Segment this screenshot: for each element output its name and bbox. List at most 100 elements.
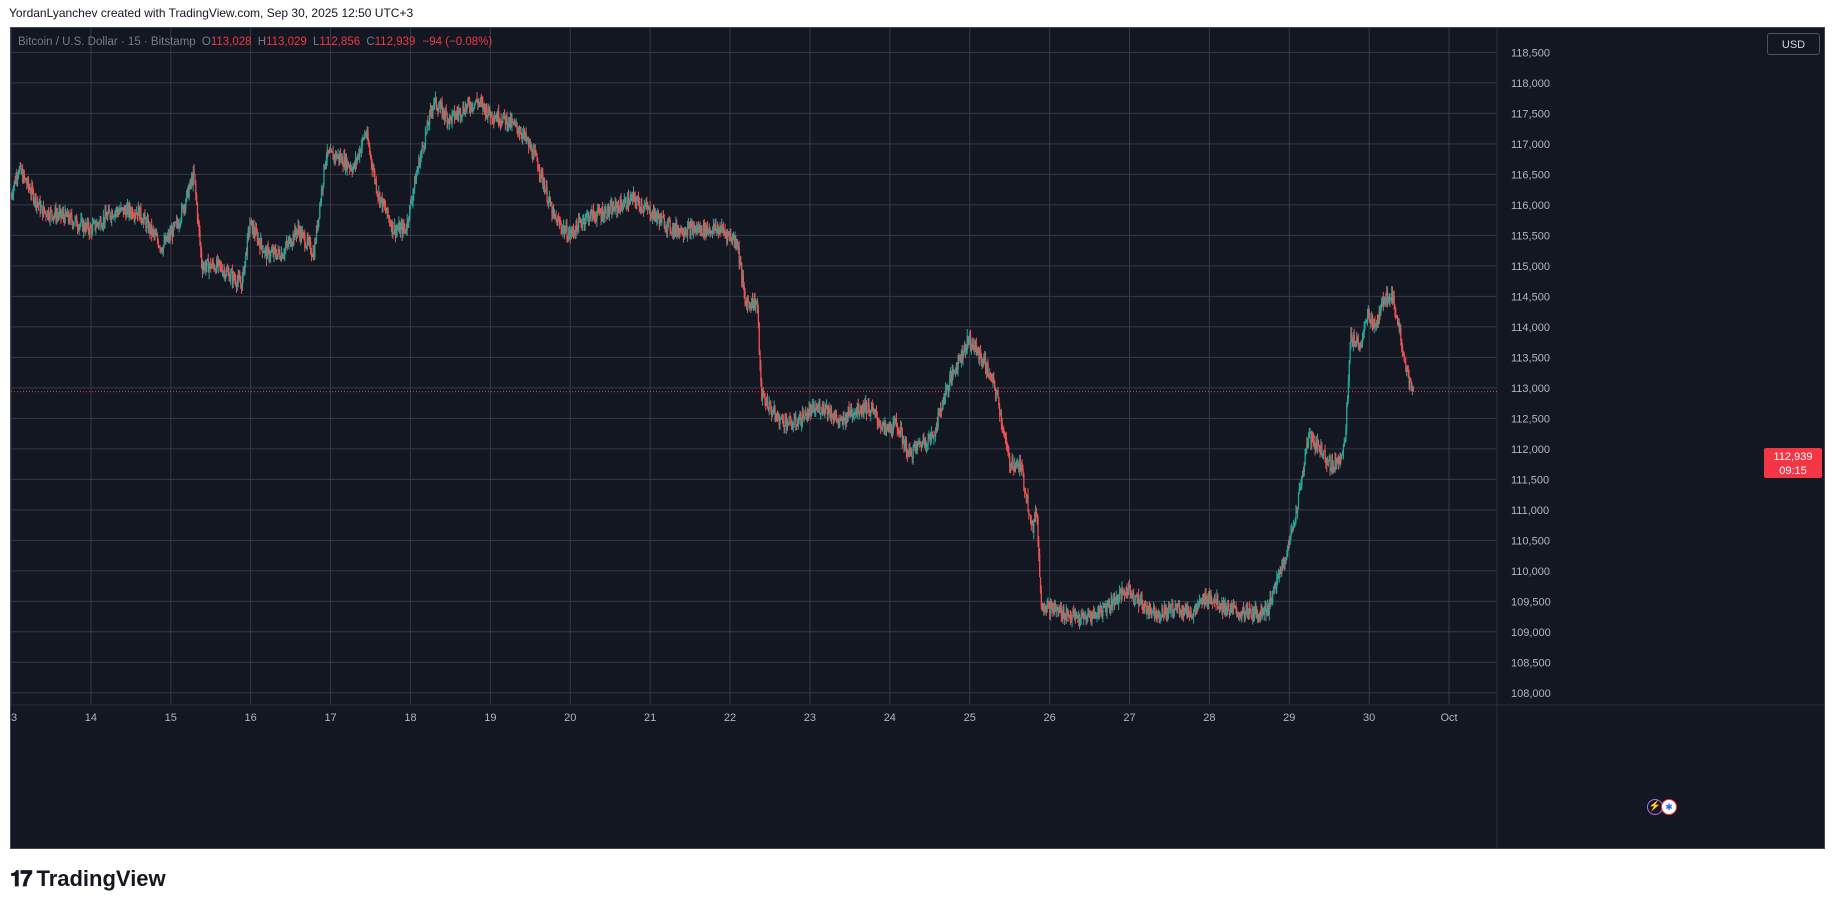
candle-body	[1057, 607, 1059, 614]
candle-body	[898, 431, 900, 436]
candle-body	[145, 219, 147, 228]
candle-body	[1342, 446, 1345, 453]
candle-body	[929, 434, 931, 441]
candle-body	[1041, 605, 1043, 607]
candle-body	[48, 217, 50, 220]
currency-button[interactable]: USD	[1767, 33, 1820, 55]
candle-body	[130, 212, 132, 216]
candle-body	[870, 411, 872, 417]
candle-body	[320, 201, 322, 205]
us-flag-icon[interactable]: ✱	[1661, 799, 1677, 815]
candle-body	[1151, 611, 1153, 614]
candle-body	[1080, 614, 1082, 620]
candle-body	[87, 221, 90, 231]
candle-body	[522, 133, 524, 138]
candle-body	[1126, 587, 1128, 595]
candle-body	[924, 440, 926, 445]
candle-body	[246, 252, 248, 255]
candle-body	[237, 275, 239, 282]
candle-body	[553, 208, 555, 215]
candle-body	[1145, 605, 1147, 614]
candle-body	[353, 163, 355, 168]
legend-change: −94 (−0.08%)	[422, 36, 493, 48]
candle-body	[1191, 616, 1193, 618]
candle-body	[1260, 606, 1262, 619]
candle-body	[80, 219, 82, 225]
candle-body	[192, 170, 194, 185]
candle-body	[1056, 607, 1058, 610]
candle-body	[1278, 571, 1280, 576]
candle-body	[863, 403, 865, 414]
candle-body	[866, 402, 868, 414]
candle-body	[196, 194, 198, 204]
x-tick-label: 25	[964, 712, 976, 724]
candle-body	[571, 228, 573, 234]
candle-body	[1398, 321, 1400, 330]
candle-body	[757, 309, 760, 323]
candle-body	[580, 220, 582, 224]
candle-body	[1139, 600, 1142, 602]
candle-body	[1058, 607, 1060, 614]
y-tick-label: 114,000	[1511, 322, 1550, 334]
candle-body	[692, 227, 695, 233]
candle-body	[1271, 603, 1273, 605]
candle-body	[816, 407, 818, 409]
candle-body	[1297, 493, 1300, 509]
candle-body	[1103, 604, 1105, 606]
candle-body	[966, 335, 968, 351]
candle-body	[107, 209, 110, 215]
candle-body	[1282, 561, 1284, 567]
legend-open-value: 113,028	[210, 36, 252, 48]
candle-body	[678, 228, 680, 235]
candle-body	[153, 231, 155, 235]
x-tick-label: 18	[404, 712, 416, 724]
candle-body	[883, 422, 885, 428]
candle-body	[1233, 605, 1236, 608]
candle-body	[57, 214, 59, 216]
candle-body	[675, 223, 677, 232]
candle-body	[847, 407, 849, 418]
candle-body	[54, 208, 56, 215]
candle-body	[1043, 606, 1045, 610]
candle-body	[280, 257, 282, 261]
candle-body	[645, 203, 647, 207]
candle-body	[405, 230, 408, 233]
event-markers[interactable]: ⚡ ✱	[1647, 799, 1677, 815]
candle-body	[251, 220, 254, 234]
candle-body	[1242, 607, 1244, 612]
candle-body	[1316, 442, 1318, 452]
x-tick-label: Oct	[1441, 712, 1458, 724]
candle-body	[381, 196, 383, 209]
candle-body	[803, 418, 805, 420]
candle-body	[1256, 612, 1258, 618]
candle-body	[724, 230, 726, 234]
candle-body	[444, 110, 447, 118]
candle-body	[902, 440, 904, 443]
candle-body	[845, 413, 847, 425]
candle-body	[274, 248, 276, 251]
candle-body	[42, 205, 44, 217]
last-price-tag: 112,939 09:15	[1764, 448, 1822, 478]
chart-frame[interactable]: 108,000 108,500 109,000 109,500 110,000 110,5…	[10, 27, 1825, 849]
candle-body	[108, 209, 110, 213]
candle-body	[604, 208, 606, 212]
candle-body	[1249, 609, 1251, 614]
candle-body	[1107, 604, 1109, 606]
candle-body	[1311, 434, 1313, 443]
candle-body	[727, 232, 730, 234]
candle-body	[39, 200, 41, 213]
candle-body	[694, 225, 696, 232]
candle-body	[12, 194, 14, 196]
candle-body	[778, 413, 780, 425]
candle-body	[1343, 443, 1345, 447]
candle-body	[1345, 428, 1347, 442]
candle-body	[52, 215, 54, 220]
candle-body	[766, 399, 768, 405]
candle-body	[1313, 441, 1315, 446]
candle-body	[1307, 443, 1309, 447]
candle-body	[446, 114, 448, 124]
candle-body	[342, 164, 344, 167]
candle-body	[1128, 584, 1131, 586]
candle-body	[1040, 590, 1042, 606]
price-chart[interactable]: 108,000108,500109,000109,500110,000110,5…	[11, 28, 1824, 848]
